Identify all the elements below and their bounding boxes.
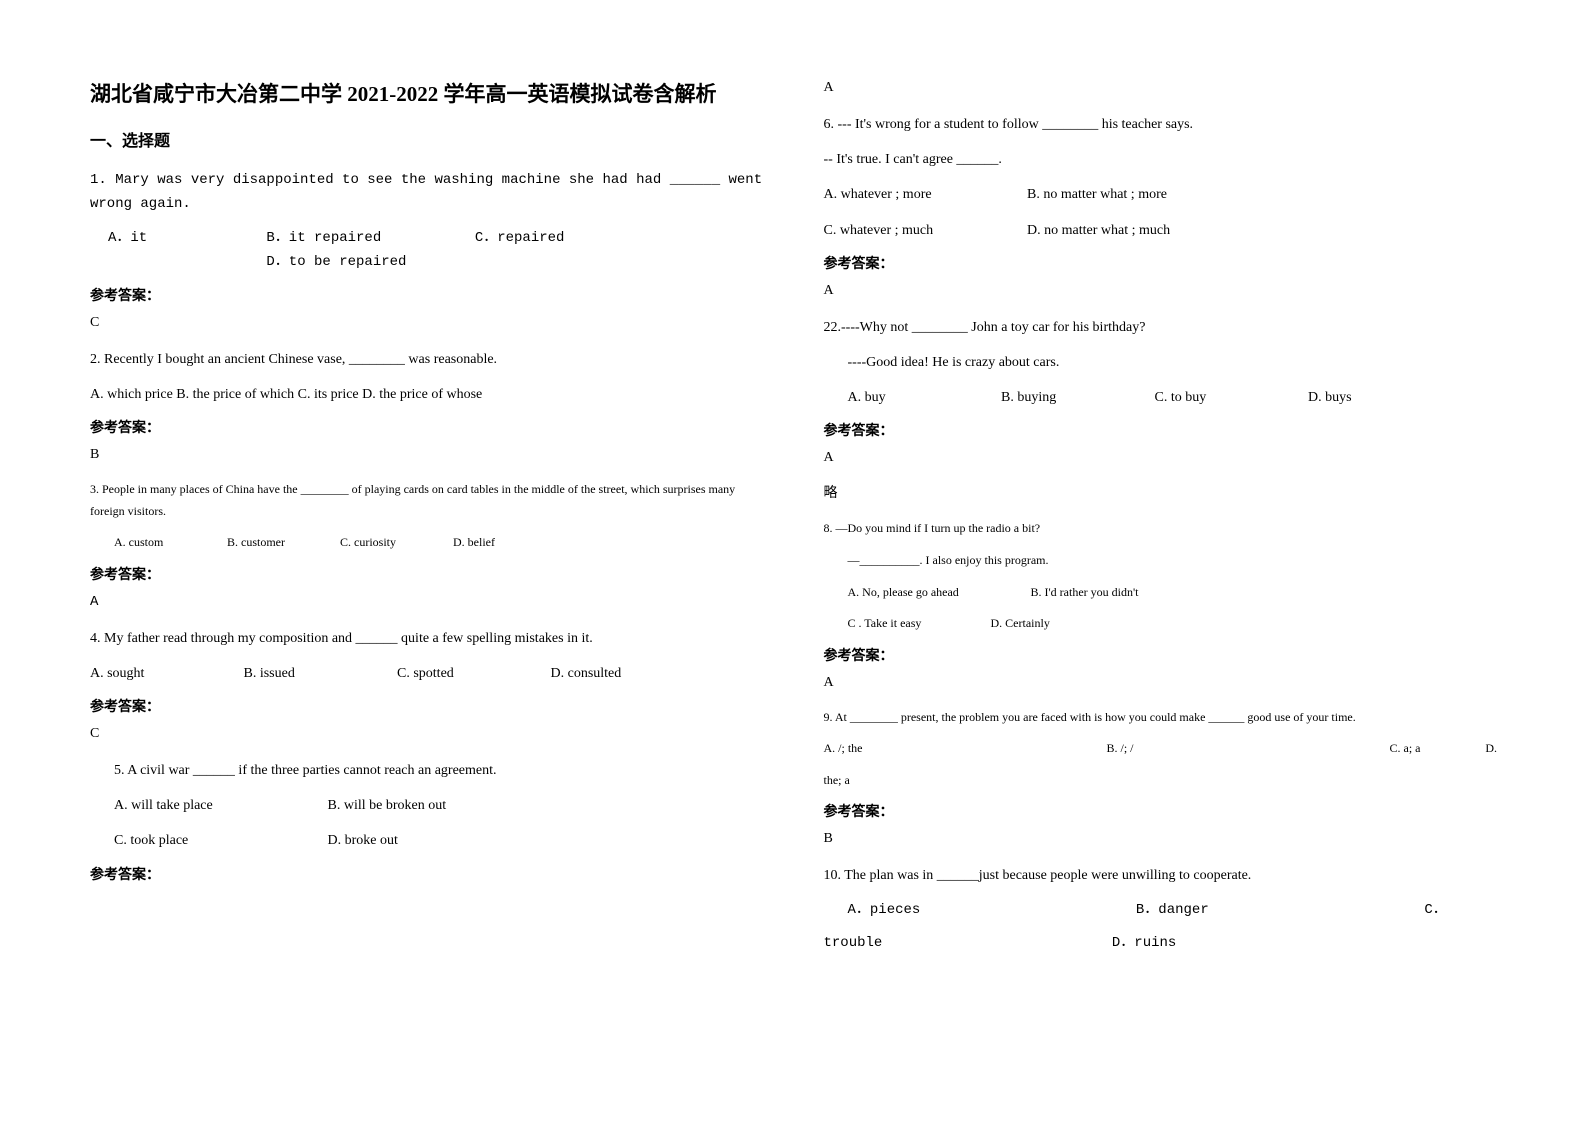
q5-options-row1: A. will take place B. will be broken out [90,793,764,818]
q9-optA: A. /; the [824,738,1104,760]
q9-answer: B [824,831,1498,847]
q1-text: 1. Mary was very disappointed to see the… [90,169,764,217]
section-heading: 一、选择题 [90,127,764,151]
q8-optA: A. No, please go ahead [848,582,1028,604]
left-column: 湖北省咸宁市大冶第二中学 2021-2022 学年高一英语模拟试卷含解析 一、选… [90,80,764,1082]
q5-optA: A. will take place [114,793,324,818]
q9-options-row1: A. /; the B. /; / C. a; a D. [824,738,1498,760]
q7-options: A. buy B. buying C. to buy D. buys [824,385,1498,410]
q10-text: 10. The plan was in ______just because p… [824,863,1498,888]
q4-text: 4. My father read through my composition… [90,626,764,651]
q6-line2: -- It's true. I can't agree ______. [824,147,1498,172]
q8-line1: 8. —Do you mind if I turn up the radio a… [824,518,1498,540]
q10-optD: D．ruins [1112,932,1392,956]
q4-options: A. sought B. issued C. spotted D. consul… [90,661,764,686]
q1-options: A．it B．it repaired C．repaired A D．to be … [90,227,764,275]
right-column: A 6. --- It's wrong for a student to fol… [824,80,1498,1082]
q6-line1: 6. --- It's wrong for a student to follo… [824,112,1498,137]
q4-answer-label: 参考答案： [90,696,764,716]
q8-answer-label: 参考答案： [824,645,1498,665]
q7-line2: ----Good idea! He is crazy about cars. [824,350,1498,375]
q8-line2: —__________. I also enjoy this program. [824,550,1498,572]
q9-text: 9. At ________ present, the problem you … [824,707,1498,729]
q10-optC-prefix: C． [1424,899,1446,923]
q8-optB: B. I'd rather you didn't [1031,585,1139,599]
q4-optC: C. spotted [397,661,547,686]
q10-optB: B．danger [1136,899,1416,923]
q7-optA: A. buy [848,385,998,410]
q4-optB: B. issued [244,661,394,686]
q9-optD-prefix: D. [1485,738,1497,760]
q6-answer-label: 参考答案： [824,253,1498,273]
q4-optA: A. sought [90,661,240,686]
q6-optB: B. no matter what ; more [1027,187,1167,202]
q3-options: A. custom B. customer C. curiosity D. be… [90,532,764,554]
q10-options-row2: trouble D．ruins [824,932,1498,956]
q8-options-row2: C . Take it easy D. Certainly [824,613,1498,635]
q7-note: 略 [824,482,1498,502]
q2-answer-label: 参考答案： [90,417,764,437]
q10-optA: A．pieces [848,899,1128,923]
q9-optB: B. /; / [1107,738,1387,760]
q1-optD: D．to be repaired [266,254,406,270]
q5-optD: D. broke out [328,828,538,853]
q5-options-row2: C. took place D. broke out [90,828,764,853]
q3-optD: D. belief [453,532,563,554]
q8-optC: C . Take it easy [848,613,988,635]
q7-optB: B. buying [1001,385,1151,410]
q6-options-row2: C. whatever ; much D. no matter what ; m… [824,218,1498,243]
q4-answer: C [90,726,764,742]
q6-optD: D. no matter what ; much [1027,223,1170,238]
q6-optC: C. whatever ; much [824,218,1024,243]
q7-optC: C. to buy [1155,385,1305,410]
q2-answer: B [90,447,764,463]
q3-optB: B. customer [227,532,337,554]
q7-optD: D. buys [1308,385,1458,410]
q5-answer: A [824,80,1498,96]
q3-answer-label: 参考答案： [90,564,764,584]
q4-optD: D. consulted [551,661,701,686]
q6-answer: A [824,283,1498,299]
q8-options-row1: A. No, please go ahead B. I'd rather you… [824,582,1498,604]
q1-answer-label: 参考答案： [90,285,764,305]
q10-optC-text: trouble [824,932,1104,956]
q5-optC: C. took place [114,828,324,853]
q10-options-row1: A．pieces B．danger C． [824,899,1498,923]
q1-optB: B．it repaired [266,227,466,251]
q5-answer-label: 参考答案： [90,864,764,884]
q7-answer-label: 参考答案： [824,420,1498,440]
q9-optC: C. a; a [1390,738,1421,760]
q3-answer: A [90,594,764,610]
q9-answer-label: 参考答案： [824,801,1498,821]
q1-optA: A．it [108,227,258,251]
q7-line1: 22.----Why not ________ John a toy car f… [824,315,1498,340]
q7-answer: A [824,450,1498,466]
q8-optD: D. Certainly [991,616,1050,630]
document-title: 湖北省咸宁市大冶第二中学 2021-2022 学年高一英语模拟试卷含解析 [90,80,764,109]
q9-optD-text: the; a [824,770,1498,792]
q1-answer: C [90,315,764,331]
q3-optC: C. curiosity [340,532,450,554]
q5-text: 5. A civil war ______ if the three parti… [90,758,764,783]
q5-optB: B. will be broken out [328,793,538,818]
q6-options-row1: A. whatever ; more B. no matter what ; m… [824,182,1498,207]
q1-optC: C．repaired [475,227,565,251]
q3-text: 3. People in many places of China have t… [90,479,764,522]
q6-optA: A. whatever ; more [824,182,1024,207]
q2-text: 2. Recently I bought an ancient Chinese … [90,347,764,372]
q2-options: A. which price B. the price of which C. … [90,382,764,407]
q3-optA: A. custom [114,532,224,554]
q8-answer: A [824,675,1498,691]
